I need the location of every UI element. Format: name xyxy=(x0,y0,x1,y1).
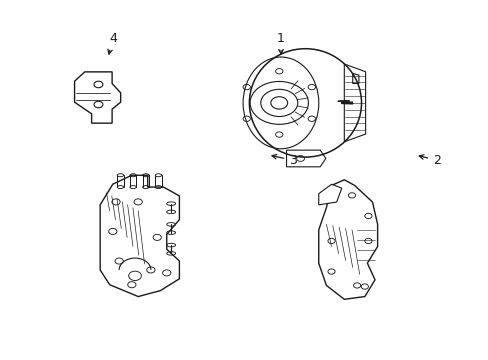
Polygon shape xyxy=(74,72,121,123)
Polygon shape xyxy=(318,184,341,205)
Text: 1: 1 xyxy=(277,32,285,54)
Text: 4: 4 xyxy=(108,32,117,54)
Text: 3: 3 xyxy=(271,154,297,167)
Polygon shape xyxy=(100,175,179,297)
Text: 2: 2 xyxy=(418,154,440,167)
Polygon shape xyxy=(318,180,377,299)
